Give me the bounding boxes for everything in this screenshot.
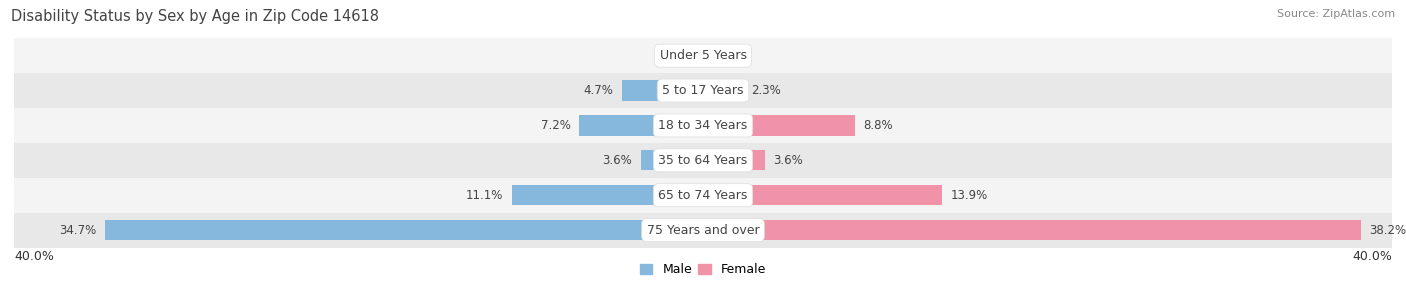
Bar <box>703 115 855 136</box>
Text: 3.6%: 3.6% <box>773 154 803 167</box>
Bar <box>641 150 703 171</box>
Text: 40.0%: 40.0% <box>1353 250 1392 263</box>
Text: 18 to 34 Years: 18 to 34 Years <box>658 119 748 132</box>
Text: 3.6%: 3.6% <box>603 154 633 167</box>
Bar <box>14 143 1392 178</box>
Bar <box>703 185 942 205</box>
Bar <box>703 150 765 171</box>
Text: Disability Status by Sex by Age in Zip Code 14618: Disability Status by Sex by Age in Zip C… <box>11 9 380 24</box>
Text: 2.3%: 2.3% <box>751 84 780 97</box>
Text: 0.0%: 0.0% <box>711 49 741 62</box>
Text: Under 5 Years: Under 5 Years <box>659 49 747 62</box>
Bar <box>579 115 703 136</box>
Text: Source: ZipAtlas.com: Source: ZipAtlas.com <box>1277 9 1395 19</box>
Text: 38.2%: 38.2% <box>1369 224 1406 237</box>
Bar <box>105 220 703 240</box>
Text: 4.7%: 4.7% <box>583 84 613 97</box>
Text: 75 Years and over: 75 Years and over <box>647 224 759 237</box>
Text: 0.0%: 0.0% <box>665 49 695 62</box>
Bar <box>14 38 1392 73</box>
Bar <box>621 81 703 101</box>
Text: 11.1%: 11.1% <box>465 189 503 202</box>
Text: 7.2%: 7.2% <box>540 119 571 132</box>
Text: 5 to 17 Years: 5 to 17 Years <box>662 84 744 97</box>
Text: 65 to 74 Years: 65 to 74 Years <box>658 189 748 202</box>
Text: 8.8%: 8.8% <box>863 119 893 132</box>
Bar <box>14 108 1392 143</box>
Text: 13.9%: 13.9% <box>950 189 988 202</box>
Bar <box>14 213 1392 247</box>
Bar <box>703 220 1361 240</box>
Text: 40.0%: 40.0% <box>14 250 53 263</box>
Text: 35 to 64 Years: 35 to 64 Years <box>658 154 748 167</box>
Text: 34.7%: 34.7% <box>59 224 97 237</box>
Legend: Male, Female: Male, Female <box>636 258 770 281</box>
Bar <box>14 73 1392 108</box>
Bar <box>14 178 1392 213</box>
Bar <box>703 81 742 101</box>
Bar <box>512 185 703 205</box>
